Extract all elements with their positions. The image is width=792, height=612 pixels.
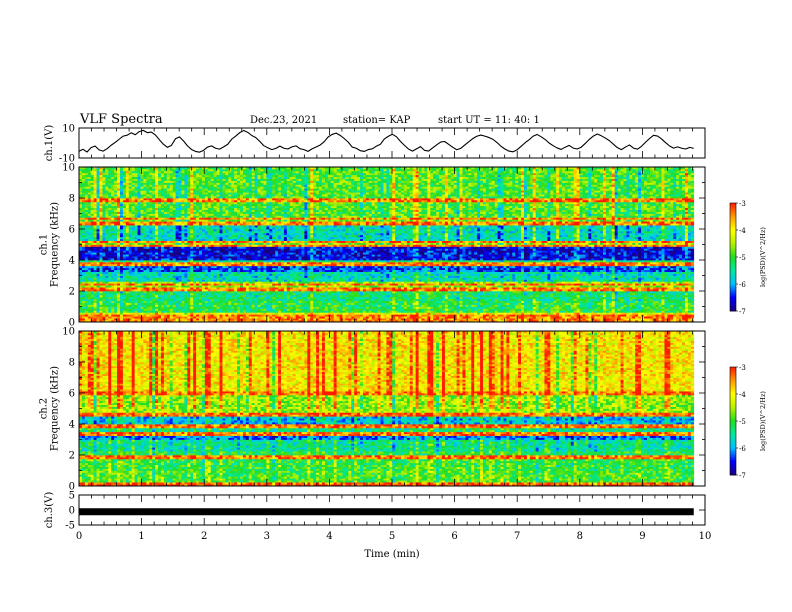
date-label: Dec.23, 2021	[250, 115, 317, 126]
start-time-label: start UT = 11: 40: 1	[438, 115, 540, 126]
station-label: station= KAP	[343, 115, 411, 126]
figure-title: VLF Spectra	[79, 112, 163, 127]
ch1-spectrogram-cells	[79, 167, 694, 322]
